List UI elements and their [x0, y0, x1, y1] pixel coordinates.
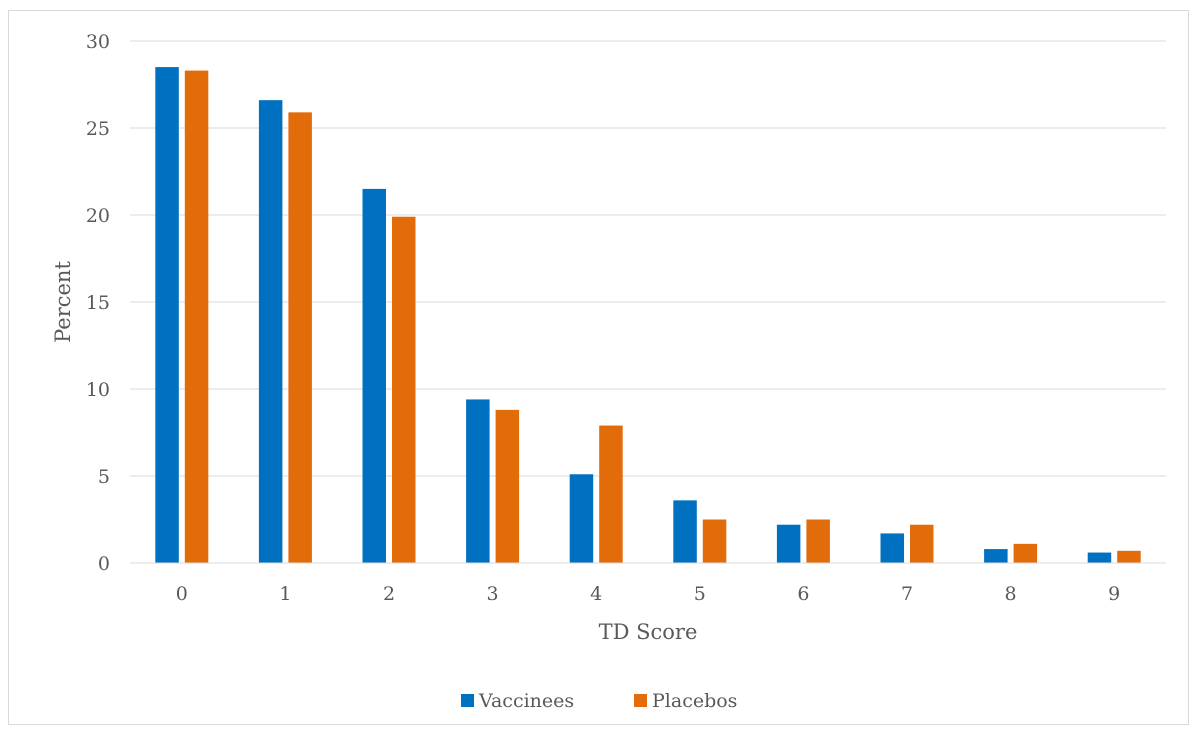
- bar-placebos-8: [1013, 543, 1038, 563]
- x-tick-label: 8: [1005, 583, 1017, 605]
- gridlines: [130, 40, 1166, 477]
- x-tick-label: 3: [487, 583, 499, 605]
- bar-vaccinees-7: [880, 533, 904, 563]
- y-tick-label: 0: [98, 553, 110, 575]
- bar-placebos-9: [1117, 550, 1141, 563]
- bar-vaccinees-0: [155, 67, 179, 563]
- bar-vaccinees-6: [776, 524, 801, 563]
- x-tick-label: 6: [797, 583, 809, 605]
- y-axis-ticks: 0 5 10 15 20 25 30: [86, 31, 110, 575]
- legend-label-placebos: Placebos: [652, 690, 737, 712]
- bars: [155, 67, 1141, 564]
- x-tick-label: 1: [279, 583, 291, 605]
- y-tick-label: 30: [86, 31, 110, 53]
- bar-vaccinees-8: [984, 549, 1008, 563]
- x-tick-label: 4: [590, 583, 602, 605]
- legend-swatch-placebos: [634, 694, 647, 707]
- bar-vaccinees-2: [362, 188, 386, 563]
- x-tick-label: 0: [176, 583, 188, 605]
- bar-vaccinees-5: [673, 500, 697, 563]
- x-tick-label: 9: [1108, 583, 1120, 605]
- bar-vaccinees-3: [466, 399, 490, 563]
- bar-vaccinees-9: [1087, 552, 1112, 563]
- bar-placebos-1: [288, 112, 312, 563]
- y-tick-label: 20: [86, 205, 110, 227]
- y-tick-label: 25: [86, 118, 110, 140]
- y-axis-title: Percent: [51, 261, 75, 343]
- bar-placebos-6: [806, 519, 830, 563]
- x-tick-label: 2: [383, 583, 395, 605]
- bar-placebos-3: [495, 409, 520, 563]
- bar-vaccinees-4: [569, 474, 594, 563]
- bar-placebos-7: [910, 524, 934, 563]
- bar-placebos-4: [599, 425, 623, 563]
- x-tick-label: 5: [694, 583, 706, 605]
- bar-placebos-5: [702, 519, 727, 563]
- x-axis-ticks: 0 1 2 3 4 5 6 7 8 9: [176, 583, 1120, 605]
- bar-placebos-2: [392, 216, 416, 564]
- legend-label-vaccinees: Vaccinees: [478, 690, 574, 712]
- legend: Vaccinees Placebos: [461, 690, 737, 712]
- bar-placebos-0: [184, 70, 209, 563]
- x-tick-label: 7: [901, 583, 913, 605]
- y-tick-label: 15: [86, 292, 110, 314]
- legend-swatch-vaccinees: [461, 694, 474, 707]
- bar-vaccinees-1: [258, 100, 283, 563]
- x-axis-title: TD Score: [599, 620, 698, 644]
- y-tick-label: 10: [86, 379, 110, 401]
- y-tick-label: 5: [98, 466, 110, 488]
